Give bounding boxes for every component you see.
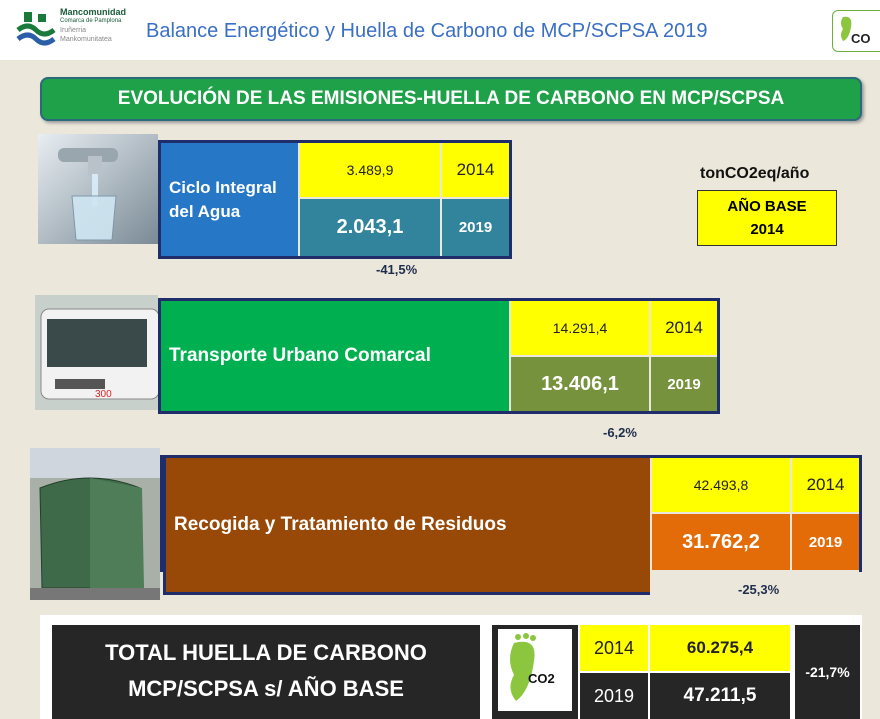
value-current: 13.406,1	[511, 357, 649, 411]
logo-mark	[16, 8, 56, 48]
units-label: tonCO2eq/año	[700, 165, 809, 183]
year-current: 2019	[580, 673, 648, 719]
logo-line: Mancomunidad	[60, 8, 126, 17]
logo-line: Comarca de Pamplona	[60, 17, 126, 26]
year-base: 2014	[442, 143, 509, 197]
water-image	[38, 134, 158, 244]
value-base: 3.489,9	[300, 143, 440, 197]
value-base: 42.493,8	[652, 458, 790, 512]
total-title-line: MCP/SCPSA s/ AÑO BASE	[52, 671, 480, 707]
svg-text:300: 300	[95, 389, 112, 400]
change: -41,5%	[376, 262, 417, 277]
change: -25,3%	[738, 582, 779, 597]
year-current: 2019	[792, 514, 859, 570]
banner: EVOLUCIÓN DE LAS EMISIONES-HUELLA DE CAR…	[40, 77, 862, 121]
foot-icon	[504, 631, 544, 707]
change: -6,2%	[603, 425, 637, 440]
bus-image: 300	[35, 295, 158, 410]
year-base: 2014	[792, 458, 859, 512]
value-current: 47.211,5	[650, 673, 790, 719]
base-year-box: AÑO BASE 2014	[697, 190, 837, 246]
logo-line: Mankomunitatea	[60, 35, 126, 44]
year-base: 2014	[580, 625, 648, 671]
change: -21,7%	[795, 625, 860, 719]
header: Mancomunidad Comarca de Pamplona Iruñerr…	[0, 0, 880, 60]
value-current: 31.762,2	[652, 514, 790, 570]
value-base: 60.275,4	[650, 625, 790, 671]
icon-text: CO	[851, 31, 871, 46]
logo-line: Iruñerria	[60, 26, 126, 35]
logo-text: Mancomunidad Comarca de Pamplona Iruñerr…	[60, 8, 126, 44]
total-title: TOTAL HUELLA DE CARBONO MCP/SCPSA s/ AÑO…	[52, 625, 480, 719]
value-current: 2.043,1	[300, 199, 440, 256]
header-icon: CO	[832, 10, 880, 52]
section-name: Transporte Urbano Comarcal	[161, 301, 509, 411]
year-base: 2014	[651, 301, 717, 355]
base-year-value: 2014	[698, 218, 836, 241]
year-current: 2019	[442, 199, 509, 256]
bin-image	[30, 448, 160, 600]
value-base: 14.291,4	[511, 301, 649, 355]
year-current: 2019	[651, 357, 717, 411]
total-title-line: TOTAL HUELLA DE CARBONO	[52, 635, 480, 671]
header-title: Balance Energético y Huella de Carbono d…	[146, 20, 707, 43]
page: Mancomunidad Comarca de Pamplona Iruñerr…	[0, 0, 880, 719]
icon-text: CO2	[528, 671, 555, 686]
base-year-label: AÑO BASE	[698, 195, 836, 218]
total-icon: CO2	[492, 625, 578, 719]
section-name: Recogida y Tratamiento de Residuos	[163, 458, 650, 595]
section-name: Ciclo Integral del Agua	[161, 143, 298, 256]
